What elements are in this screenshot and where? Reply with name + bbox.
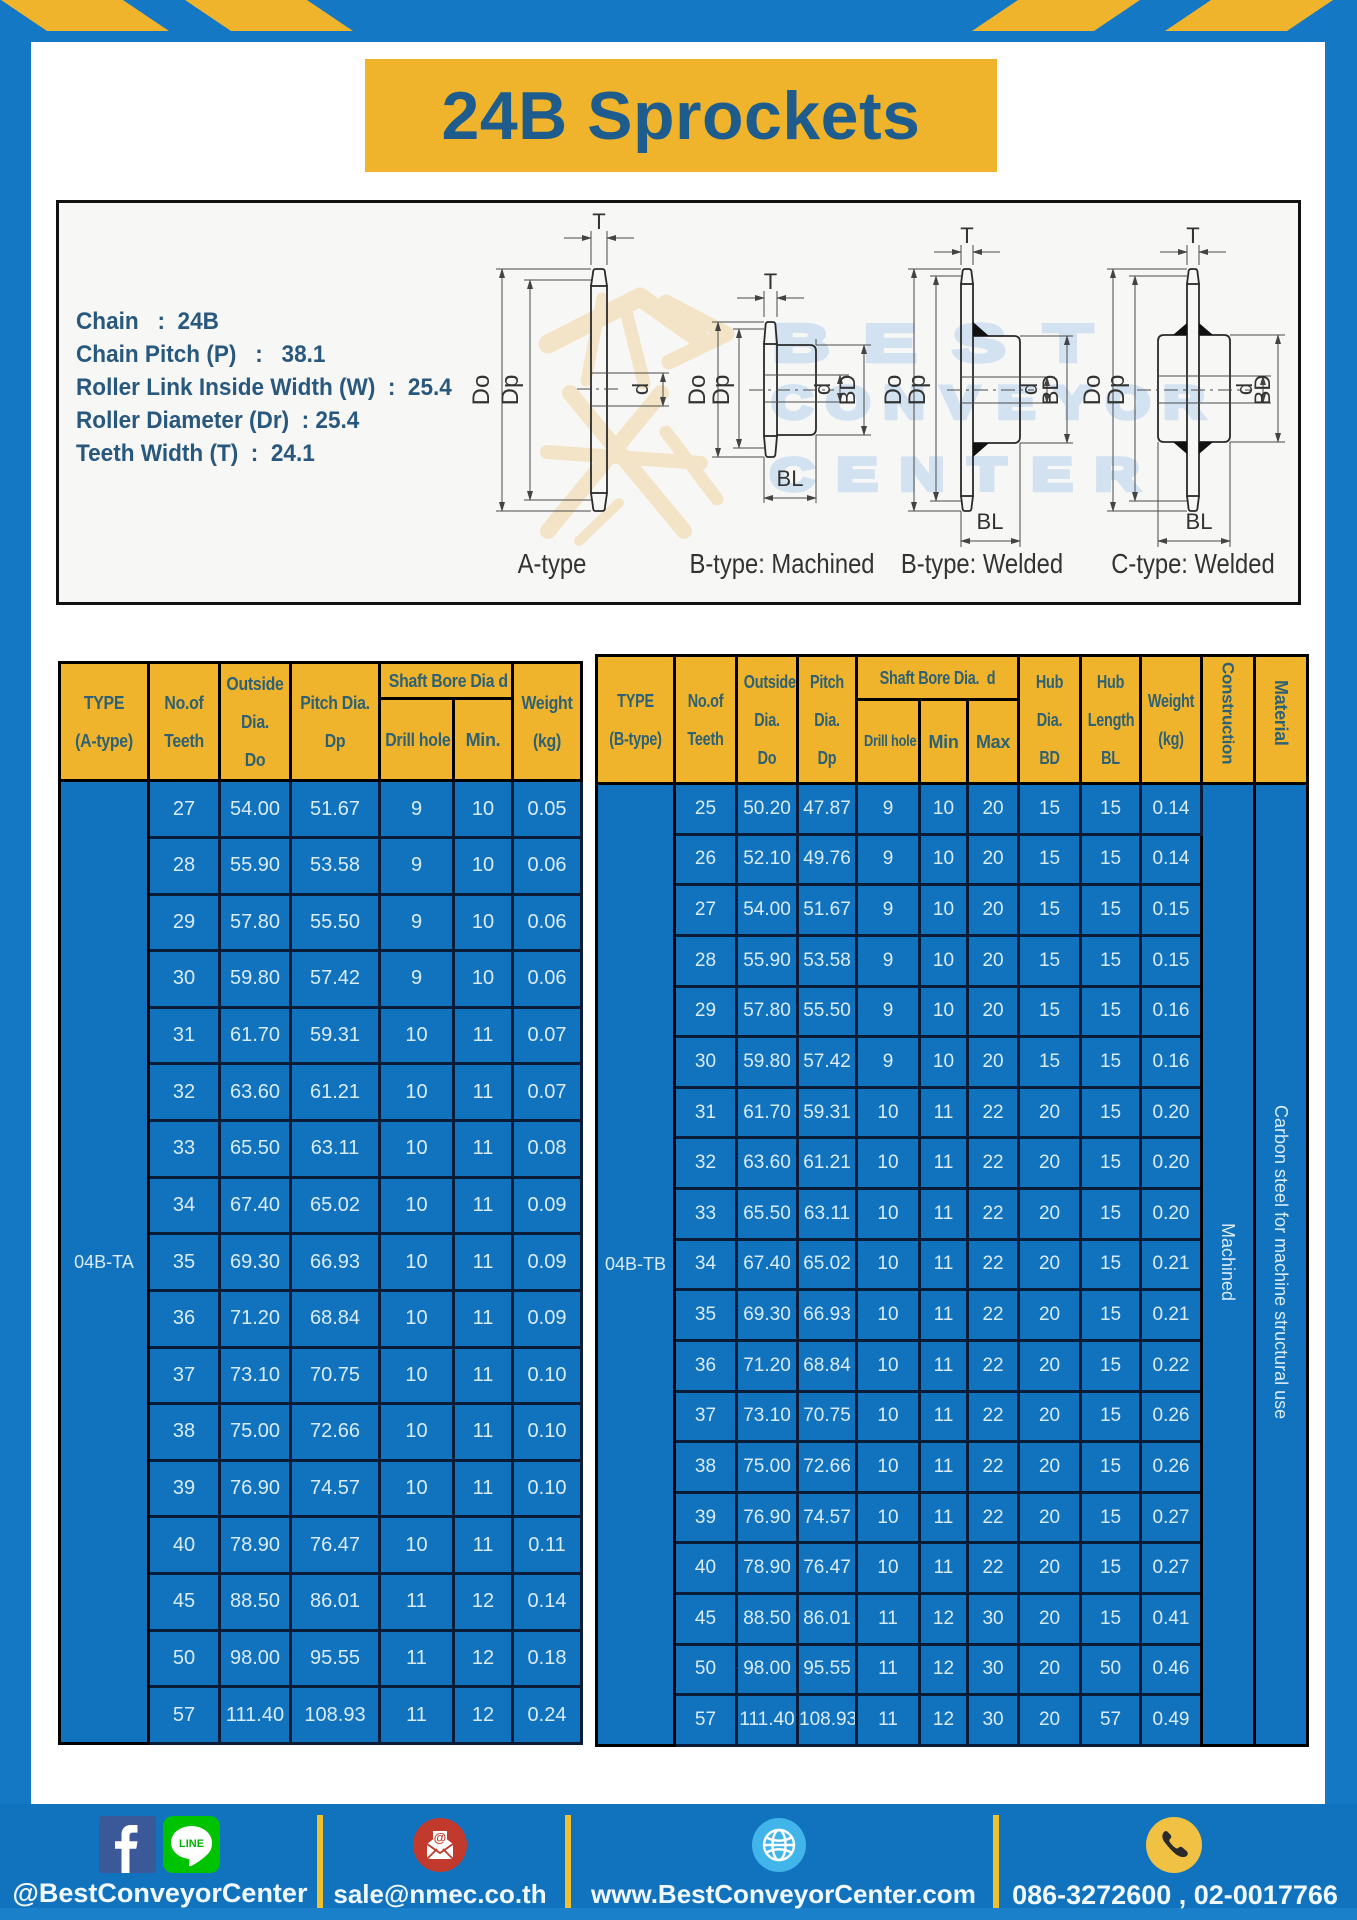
svg-text:B-type: Welded: B-type: Welded [901,547,1063,579]
svg-text:Do: Do [684,375,711,406]
svg-text:LINE: LINE [179,1838,204,1850]
svg-text:Dp: Dp [1103,375,1130,406]
svg-text:T: T [968,450,1006,500]
svg-text:Do: Do [880,375,907,406]
svg-text:N: N [884,377,925,427]
svg-text:Do: Do [1079,375,1106,406]
svg-text:@: @ [434,1830,447,1845]
svg-text:Do: Do [468,375,495,406]
svg-text:A-type: A-type [518,547,587,579]
svg-text:T: T [592,209,605,234]
svg-text:BL: BL [777,466,804,491]
svg-text:BD: BD [1250,375,1275,406]
svg-text:Dp: Dp [904,375,931,406]
svg-text:d: d [810,383,835,395]
svg-text:B: B [773,315,829,373]
svg-text:BD: BD [835,375,860,406]
svg-text:E: E [864,315,916,373]
svg-text:T: T [1186,223,1199,248]
svg-text:E: E [837,450,878,500]
svg-text:d: d [1017,383,1042,395]
svg-text:N: N [900,450,944,500]
svg-text:BD: BD [1038,375,1063,406]
svg-text:B-type: Machined: B-type: Machined [689,547,874,579]
svg-text:C: C [770,450,814,500]
svg-text:BL: BL [1186,509,1213,534]
svg-text:T: T [960,223,973,248]
svg-text:d: d [628,383,653,395]
svg-text:Dp: Dp [497,375,524,406]
svg-text:BL: BL [977,509,1004,534]
svg-text:C-type: Welded: C-type: Welded [1111,547,1274,579]
svg-text:d: d [1232,383,1257,395]
svg-text:R: R [1095,450,1139,500]
svg-text:T: T [1044,315,1092,373]
svg-text:E: E [1032,450,1073,500]
svg-text:Y: Y [1053,377,1091,427]
svg-text:T: T [764,269,777,294]
svg-text:Dp: Dp [708,375,735,406]
